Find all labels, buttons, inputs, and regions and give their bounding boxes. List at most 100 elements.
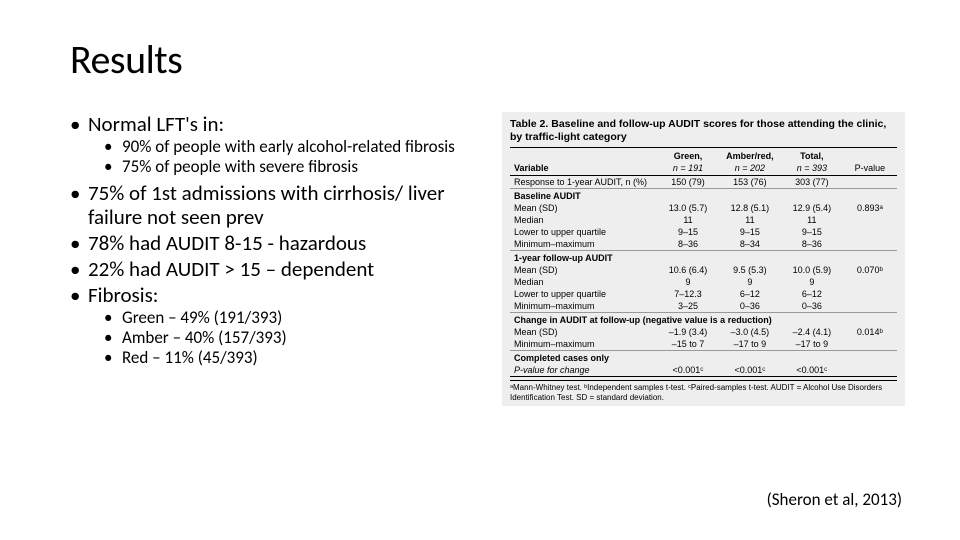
cell-value: 8–34 bbox=[719, 238, 781, 251]
page-title: Results bbox=[70, 35, 905, 84]
bullet-item: 22% had AUDIT > 15 – dependent bbox=[70, 257, 490, 281]
sub-bullet-item: Amber – 40% (157/393) bbox=[104, 329, 490, 348]
cell-value: 12.9 (5.4) bbox=[781, 202, 843, 214]
cell-value: 9–15 bbox=[657, 226, 719, 238]
cell-value: 7–12.3 bbox=[657, 288, 719, 300]
table-row: Response to 1-year AUDIT, n (%) 150 (79)… bbox=[510, 176, 897, 189]
bullet-item: Fibrosis: Green – 49% (191/393) Amber – … bbox=[70, 283, 490, 367]
th-pvalue bbox=[843, 148, 897, 163]
table-row: Lower to upper quartile 9–15 9–15 9–15 bbox=[510, 226, 897, 238]
table-row: Median 9 9 9 bbox=[510, 276, 897, 288]
section-label: Completed cases only bbox=[510, 351, 897, 365]
cell-value: 303 (77) bbox=[781, 176, 843, 189]
cell-value: 10.0 (5.9) bbox=[781, 264, 843, 276]
table-row: Minimum–maximum –15 to 7 –17 to 9 –17 to… bbox=[510, 338, 897, 351]
table-row: Median 11 11 11 bbox=[510, 214, 897, 226]
bullet-item: Normal LFT's in: 90% of people with earl… bbox=[70, 112, 490, 177]
bullet-column: Normal LFT's in: 90% of people with earl… bbox=[70, 112, 490, 406]
cell-value: 8–36 bbox=[657, 238, 719, 251]
cell-label: P-value for change bbox=[510, 364, 657, 377]
cell-value bbox=[843, 238, 897, 251]
cell-value bbox=[843, 226, 897, 238]
table-row: P-value for change <0.001ᶜ <0.001ᶜ <0.00… bbox=[510, 364, 897, 377]
cell-label: Lower to upper quartile bbox=[510, 226, 657, 238]
cell-value: 0.014ᵇ bbox=[843, 326, 897, 338]
bullet-text: Normal LFT's in: bbox=[88, 111, 224, 137]
cell-label: Median bbox=[510, 214, 657, 226]
slide: Results Normal LFT's in: 90% of people w… bbox=[0, 0, 960, 540]
table-row: Lower to upper quartile 7–12.3 6–12 6–12 bbox=[510, 288, 897, 300]
cell-label: Lower to upper quartile bbox=[510, 288, 657, 300]
cell-value: <0.001ᶜ bbox=[781, 364, 843, 377]
th-variable-label: Variable bbox=[510, 162, 657, 176]
th-variable bbox=[510, 148, 657, 163]
cell-value: –17 to 9 bbox=[781, 338, 843, 351]
cell-value: 6–12 bbox=[781, 288, 843, 300]
section-row: Baseline AUDIT bbox=[510, 189, 897, 203]
table-row: Mean (SD) –1.9 (3.4) –3.0 (4.5) –2.4 (4.… bbox=[510, 326, 897, 338]
cell-label: Minimum–maximum bbox=[510, 238, 657, 251]
section-label: Baseline AUDIT bbox=[510, 189, 897, 203]
content-row: Normal LFT's in: 90% of people with earl… bbox=[70, 112, 905, 406]
cell-value: 13.0 (5.7) bbox=[657, 202, 719, 214]
sub-bullet-item: 75% of people with severe fibrosis bbox=[104, 158, 490, 177]
sub-bullet-item: Red – 11% (45/393) bbox=[104, 349, 490, 368]
cell-value: 9 bbox=[781, 276, 843, 288]
cell-value: 9 bbox=[719, 276, 781, 288]
table-column: Table 2. Baseline and follow-up AUDIT sc… bbox=[502, 112, 905, 406]
section-row: 1-year follow-up AUDIT bbox=[510, 251, 897, 265]
cell-value: 3–25 bbox=[657, 300, 719, 313]
cell-label: Mean (SD) bbox=[510, 264, 657, 276]
table-row: Minimum–maximum 3–25 0–36 0–36 bbox=[510, 300, 897, 313]
cell-value: 0–36 bbox=[781, 300, 843, 313]
th-amber-n: n = 202 bbox=[719, 162, 781, 176]
section-row: Change in AUDIT at follow-up (negative v… bbox=[510, 313, 897, 327]
cell-value: 6–12 bbox=[719, 288, 781, 300]
cell-value: –17 to 9 bbox=[719, 338, 781, 351]
cell-value bbox=[843, 364, 897, 377]
cell-value: –1.9 (3.4) bbox=[657, 326, 719, 338]
th-pvalue-label: P-value bbox=[843, 162, 897, 176]
cell-label: Minimum–maximum bbox=[510, 300, 657, 313]
citation: (Sheron et al, 2013) bbox=[767, 489, 902, 510]
cell-value: –15 to 7 bbox=[657, 338, 719, 351]
cell-value: 9–15 bbox=[719, 226, 781, 238]
section-row: Completed cases only bbox=[510, 351, 897, 365]
cell-value: 0–36 bbox=[719, 300, 781, 313]
table-row: Mean (SD) 13.0 (5.7) 12.8 (5.1) 12.9 (5.… bbox=[510, 202, 897, 214]
table-row: Minimum–maximum 8–36 8–34 8–36 bbox=[510, 238, 897, 251]
th-green: Green, bbox=[657, 148, 719, 163]
table-row: Mean (SD) 10.6 (6.4) 9.5 (5.3) 10.0 (5.9… bbox=[510, 264, 897, 276]
cell-value: 153 (76) bbox=[719, 176, 781, 189]
cell-label: Mean (SD) bbox=[510, 326, 657, 338]
th-amber: Amber/red, bbox=[719, 148, 781, 163]
table-title: Table 2. Baseline and follow-up AUDIT sc… bbox=[510, 118, 897, 143]
cell-value bbox=[843, 214, 897, 226]
cell-value: 0.070ᵇ bbox=[843, 264, 897, 276]
cell-value: 10.6 (6.4) bbox=[657, 264, 719, 276]
cell-label: Median bbox=[510, 276, 657, 288]
bullet-item: 75% of 1st admissions with cirrhosis/ li… bbox=[70, 181, 490, 229]
cell-label: Minimum–maximum bbox=[510, 338, 657, 351]
cell-value bbox=[843, 300, 897, 313]
sub-bullet-item: 90% of people with early alcohol-related… bbox=[104, 138, 490, 157]
cell-value: 11 bbox=[781, 214, 843, 226]
cell-value: 11 bbox=[719, 214, 781, 226]
data-table: Green, Amber/red, Total, Variable n = 19… bbox=[510, 147, 897, 377]
cell-value bbox=[843, 176, 897, 189]
table-footnote: ᵃMann-Whitney test. ᵇIndependent samples… bbox=[510, 380, 897, 402]
cell-value: 9 bbox=[657, 276, 719, 288]
cell-value bbox=[843, 288, 897, 300]
cell-value bbox=[843, 338, 897, 351]
cell-value: 0.893ᵃ bbox=[843, 202, 897, 214]
cell-value: 9–15 bbox=[781, 226, 843, 238]
cell-value: <0.001ᶜ bbox=[657, 364, 719, 377]
th-total: Total, bbox=[781, 148, 843, 163]
cell-value: <0.001ᶜ bbox=[719, 364, 781, 377]
cell-label: Response to 1-year AUDIT, n (%) bbox=[510, 176, 657, 189]
cell-value: 150 (79) bbox=[657, 176, 719, 189]
table-2: Table 2. Baseline and follow-up AUDIT sc… bbox=[502, 112, 905, 406]
bullet-item: 78% had AUDIT 8-15 - hazardous bbox=[70, 231, 490, 255]
sub-bullet-item: Green – 49% (191/393) bbox=[104, 309, 490, 328]
cell-value: 12.8 (5.1) bbox=[719, 202, 781, 214]
